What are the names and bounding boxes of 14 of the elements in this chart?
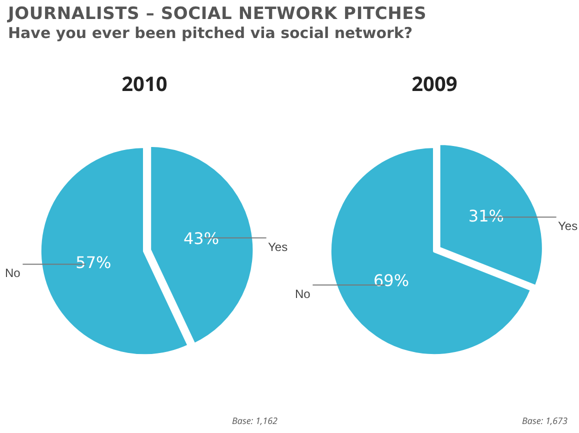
data-label: 57% — [76, 252, 112, 272]
chart-title: 2010 — [122, 70, 168, 97]
data-label: 69% — [373, 270, 410, 290]
slice-label: No — [5, 266, 21, 280]
data-label: 43% — [183, 228, 220, 248]
slice-label: No — [295, 287, 311, 301]
text: Base: 1,162 — [232, 414, 278, 427]
text: Have you ever been pitched via social network? — [8, 24, 414, 42]
text: Base: 1,673 — [522, 414, 568, 427]
slice-label: Yes — [268, 240, 288, 254]
chart-title: 2009 — [412, 70, 458, 97]
text: JOURNALISTS – SOCIAL NETWORK PITCHES — [8, 4, 428, 24]
data-label: 31% — [468, 206, 504, 226]
slice-label: Yes — [558, 219, 578, 233]
